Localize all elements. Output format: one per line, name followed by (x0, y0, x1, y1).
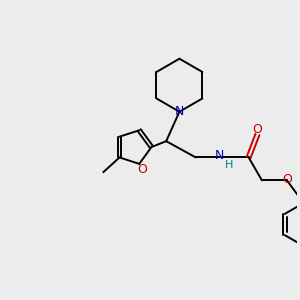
Text: O: O (137, 163, 147, 176)
Text: N: N (214, 149, 224, 162)
Text: O: O (282, 172, 292, 186)
Text: N: N (175, 105, 184, 118)
Text: O: O (253, 123, 262, 136)
Text: H: H (225, 160, 234, 170)
